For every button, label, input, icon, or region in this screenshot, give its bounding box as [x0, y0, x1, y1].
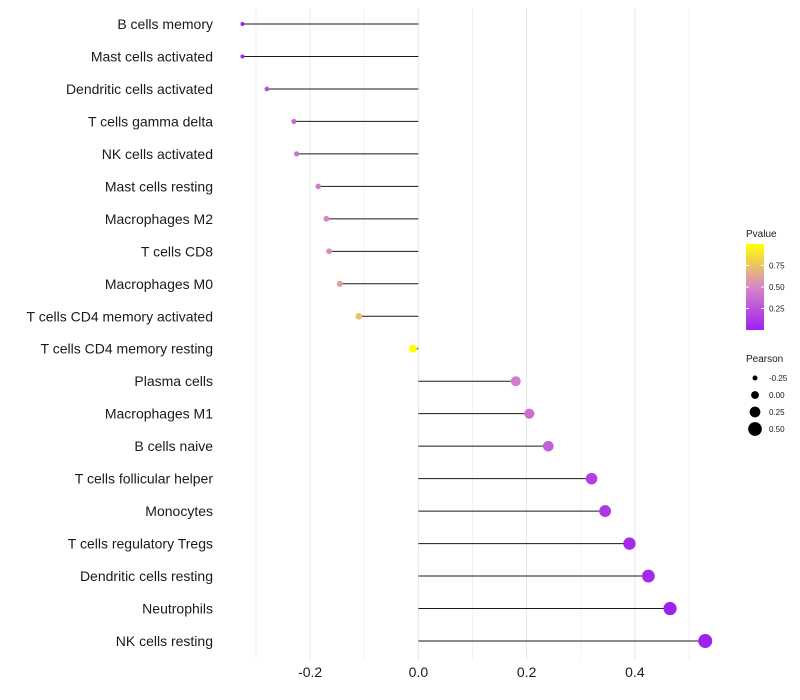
- category-label: B cells naive: [134, 438, 213, 454]
- legend-colorbar-label: 0.75: [769, 262, 785, 271]
- data-point: [409, 344, 417, 353]
- data-point: [542, 440, 554, 452]
- category-label: Macrophages M0: [105, 276, 213, 292]
- category-label: T cells CD4 memory resting: [41, 341, 213, 357]
- legend-colorbar-label: 0.50: [769, 283, 785, 292]
- category-label: Plasma cells: [134, 373, 213, 389]
- legend-colorbar: [746, 244, 764, 330]
- data-point: [599, 505, 612, 518]
- category-label: T cells CD8: [141, 243, 213, 259]
- legend-size-dot: [751, 391, 759, 399]
- data-point: [291, 118, 297, 125]
- data-point: [585, 472, 598, 485]
- grid-layer: [255, 8, 690, 660]
- data-point: [240, 21, 245, 27]
- x-axis-ticks: -0.2 0.0 0.2 0.4: [298, 664, 645, 680]
- category-label: Dendritic cells activated: [66, 81, 213, 97]
- legend-size-dot: [749, 406, 761, 418]
- stem-layer: [242, 23, 706, 642]
- category-label: NK cells activated: [102, 146, 213, 162]
- legend-size-dot: [752, 375, 758, 381]
- point-layer: [240, 21, 713, 648]
- category-label: T cells gamma delta: [88, 113, 213, 129]
- category-labels: B cells memory Mast cells activated Dendri…: [27, 16, 214, 649]
- data-point: [336, 280, 343, 287]
- category-label: Dendritic cells resting: [80, 568, 213, 584]
- category-label: T cells follicular helper: [75, 471, 214, 487]
- data-point: [663, 601, 677, 616]
- x-tick-label: 0.0: [409, 664, 429, 680]
- legend-size-label: 0.25: [769, 408, 785, 417]
- data-point: [698, 634, 713, 648]
- legend-size-label: 0.50: [769, 425, 785, 434]
- category-label: Neutrophils: [142, 601, 213, 617]
- legend-color-title: Pvalue: [746, 229, 777, 240]
- legend: Pvalue 0.25 0.50 0.75 Pearson -0.25 0.00 0.25 0.…: [746, 229, 788, 436]
- data-point: [510, 376, 521, 387]
- category-label: Mast cells activated: [91, 48, 213, 64]
- data-point: [323, 215, 330, 222]
- x-tick-label: -0.2: [298, 664, 322, 680]
- x-tick-label: 0.4: [625, 664, 645, 680]
- data-point: [315, 183, 322, 190]
- data-point: [642, 569, 655, 583]
- data-point: [293, 151, 300, 157]
- data-point: [264, 86, 270, 92]
- x-tick-label: 0.2: [517, 664, 537, 680]
- data-point: [240, 54, 245, 59]
- category-label: NK cells resting: [116, 633, 213, 649]
- data-point: [355, 312, 363, 320]
- category-label: Macrophages M1: [105, 406, 213, 422]
- category-label: Macrophages M2: [105, 211, 213, 227]
- data-point: [623, 537, 636, 550]
- legend-size-dot: [748, 422, 762, 436]
- category-label: T cells regulatory Tregs: [68, 536, 213, 552]
- category-label: T cells CD4 memory activated: [27, 308, 213, 324]
- legend-size-label: 0.00: [769, 391, 785, 400]
- category-label: Monocytes: [145, 503, 213, 519]
- legend-colorbar-label: 0.25: [769, 305, 785, 314]
- category-label: B cells memory: [117, 16, 213, 32]
- data-point: [326, 248, 333, 255]
- category-label: Mast cells resting: [105, 178, 213, 194]
- legend-size-title: Pearson: [746, 354, 783, 365]
- data-point: [524, 408, 535, 419]
- legend-size-label: -0.25: [769, 374, 788, 383]
